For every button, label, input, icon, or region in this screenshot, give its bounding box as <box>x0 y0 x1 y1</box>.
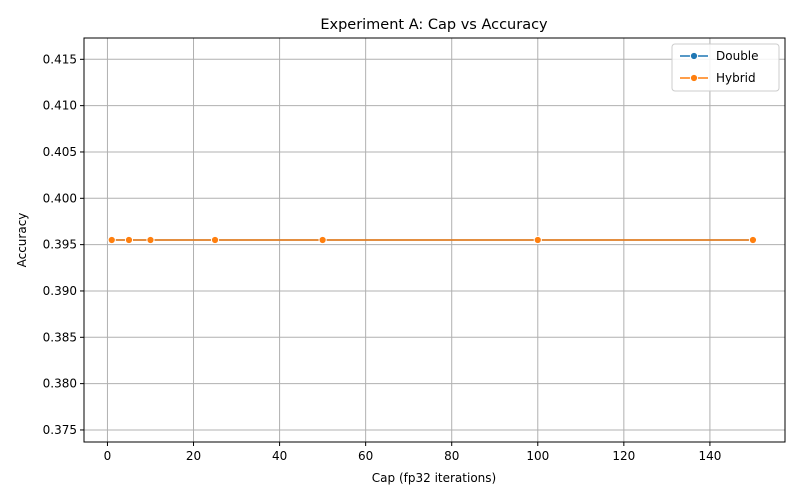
y-tick-label: 0.375 <box>43 423 77 437</box>
data-point-hybrid <box>146 235 155 245</box>
legend-item-hybrid: Hybrid <box>680 71 756 85</box>
legend: Double Hybrid <box>671 43 780 92</box>
legend-item-double: Double <box>680 49 759 63</box>
x-tick-label: 120 <box>612 449 635 463</box>
y-tick-label: 0.395 <box>43 238 77 252</box>
y-axis-label: Accuracy <box>15 213 29 268</box>
y-tick-label: 0.385 <box>43 330 77 344</box>
x-tick-label: 0 <box>104 449 112 463</box>
y-tick-label: 0.390 <box>43 284 77 298</box>
x-tick-label: 100 <box>526 449 549 463</box>
data-point-hybrid <box>107 235 116 245</box>
x-tick-label: 80 <box>444 449 459 463</box>
data-point-hybrid <box>533 235 542 245</box>
data-point-hybrid <box>210 235 220 245</box>
legend-label: Double <box>716 49 759 63</box>
axis-ticks: 0 20 40 60 80 100 120 140 0.375 0.380 0.385 0.390 0.… <box>43 52 722 463</box>
legend-label: Hybrid <box>716 71 756 85</box>
series <box>107 235 758 245</box>
x-tick-label: 140 <box>698 449 721 463</box>
x-axis-label: Cap (fp32 iterations) <box>372 471 496 485</box>
x-tick-label: 20 <box>186 449 201 463</box>
x-tick-label: 40 <box>272 449 287 463</box>
y-tick-label: 0.400 <box>43 191 77 205</box>
legend-marker <box>689 51 699 61</box>
data-point-hybrid <box>748 235 758 245</box>
y-tick-label: 0.415 <box>43 52 77 66</box>
data-point-hybrid <box>318 235 327 245</box>
plot-area-frame <box>83 37 786 443</box>
legend-marker <box>689 73 699 83</box>
y-tick-label: 0.380 <box>43 377 77 391</box>
x-tick-label: 60 <box>358 449 373 463</box>
data-point-hybrid <box>124 235 134 245</box>
grid <box>84 38 785 442</box>
chart-title: Experiment A: Cap vs Accuracy <box>320 17 548 33</box>
y-tick-label: 0.410 <box>43 99 77 113</box>
series-hybrid <box>107 235 758 245</box>
y-tick-label: 0.405 <box>43 145 77 159</box>
